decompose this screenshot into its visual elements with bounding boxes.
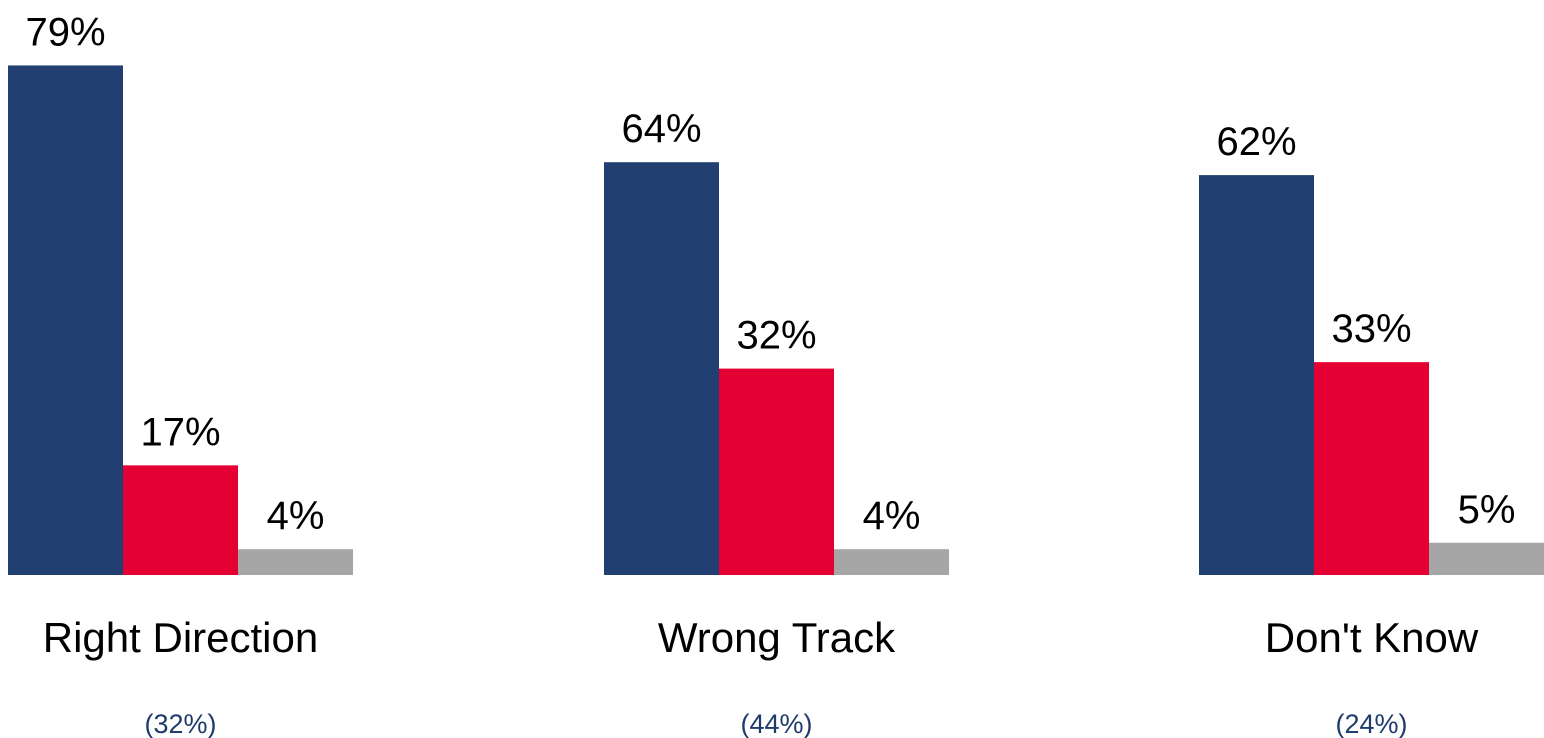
bar-right-direction-series-2 [123,465,238,575]
bar-don-t-know-series-1 [1199,175,1314,575]
bar-wrong-track-series-3 [834,549,949,575]
category-share-wrong-track: (44%) [740,709,812,738]
value-labels-layer: 79% 17% 4% 64% 32% 4% 62% 33% 5% [25,10,1515,538]
value-label-wrong-track-series-3: 4% [863,494,921,538]
bar-don-t-know-series-2 [1314,362,1429,575]
value-label-right-direction-series-1: 79% [25,10,105,54]
value-label-don-t-know-series-1: 62% [1216,120,1296,164]
category-share-don-t-know: (24%) [1335,709,1407,738]
bar-wrong-track-series-1 [604,162,719,575]
category-label-don-t-know: Don't Know [1265,614,1479,661]
value-label-right-direction-series-2: 17% [140,410,220,454]
category-labels-layer: Right Direction (32%) Wrong Track (44%) Don'… [43,614,1479,738]
category-share-right-direction: (32%) [144,709,216,738]
bar-right-direction-series-3 [238,549,353,575]
category-label-wrong-track: Wrong Track [658,614,896,661]
bar-wrong-track-series-2 [719,368,834,575]
bar-don-t-know-series-3 [1429,542,1544,575]
bars-layer [8,65,1544,575]
value-label-wrong-track-series-1: 64% [621,107,701,151]
category-label-right-direction: Right Direction [43,614,318,661]
bar-right-direction-series-1 [8,65,123,575]
value-label-wrong-track-series-2: 32% [736,314,816,358]
value-label-don-t-know-series-2: 33% [1331,307,1411,351]
value-label-right-direction-series-3: 4% [267,494,325,538]
value-label-don-t-know-series-3: 5% [1458,488,1516,532]
